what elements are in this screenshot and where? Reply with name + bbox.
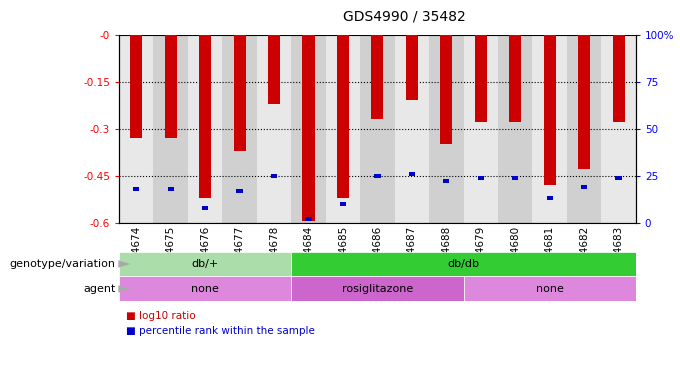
Bar — [498, 35, 532, 223]
Bar — [567, 35, 601, 223]
Bar — [233, 35, 245, 151]
Bar — [237, 189, 243, 193]
Text: ■ log10 ratio: ■ log10 ratio — [126, 311, 195, 321]
Bar — [477, 175, 484, 180]
Bar — [578, 35, 590, 169]
Bar — [291, 276, 464, 301]
Polygon shape — [118, 260, 131, 268]
Polygon shape — [118, 285, 131, 293]
Bar — [601, 35, 636, 223]
Bar — [291, 252, 636, 276]
Bar — [133, 187, 139, 191]
Bar — [394, 35, 429, 223]
Text: none: none — [191, 284, 219, 294]
Bar — [374, 174, 381, 178]
Bar — [615, 175, 622, 180]
Bar — [337, 35, 349, 198]
Bar — [464, 276, 636, 301]
Bar — [547, 196, 553, 200]
Bar — [303, 35, 315, 221]
Bar — [119, 35, 154, 223]
Bar — [271, 174, 277, 178]
Bar — [543, 35, 556, 185]
Text: agent: agent — [83, 284, 116, 294]
Bar — [167, 187, 174, 191]
Bar — [188, 35, 222, 223]
Text: db/db: db/db — [447, 259, 479, 269]
Bar — [119, 252, 291, 276]
Text: db/+: db/+ — [192, 259, 219, 269]
Bar — [406, 35, 418, 101]
Bar — [305, 217, 311, 221]
Bar — [581, 185, 588, 189]
Bar — [512, 175, 518, 180]
Bar — [326, 35, 360, 223]
Bar — [613, 35, 625, 122]
Bar — [464, 35, 498, 223]
Bar — [291, 35, 326, 223]
Bar — [165, 35, 177, 138]
Bar — [509, 35, 522, 122]
Text: rosiglitazone: rosiglitazone — [342, 284, 413, 294]
Bar — [440, 35, 452, 144]
Bar — [257, 35, 291, 223]
Bar — [360, 35, 394, 223]
Bar — [202, 205, 208, 210]
Bar — [154, 35, 188, 223]
Text: ■ percentile rank within the sample: ■ percentile rank within the sample — [126, 326, 315, 336]
Bar — [443, 179, 449, 184]
Bar — [222, 35, 257, 223]
Bar — [268, 35, 280, 104]
Bar — [532, 35, 567, 223]
Bar — [475, 35, 487, 122]
Bar — [119, 276, 291, 301]
Text: genotype/variation: genotype/variation — [10, 259, 116, 269]
Bar — [409, 172, 415, 176]
Bar — [130, 35, 142, 138]
Text: none: none — [536, 284, 564, 294]
Text: GDS4990 / 35482: GDS4990 / 35482 — [343, 9, 466, 23]
Bar — [371, 35, 384, 119]
Bar — [199, 35, 211, 198]
Bar — [340, 202, 346, 206]
Bar — [429, 35, 464, 223]
